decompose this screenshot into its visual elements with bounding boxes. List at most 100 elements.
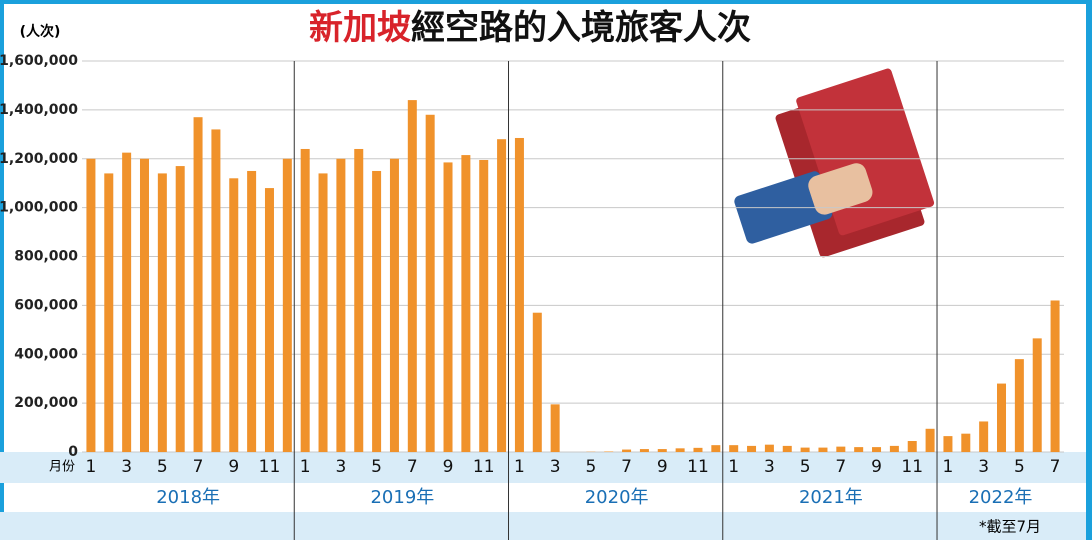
bar [336, 159, 345, 452]
bar [497, 139, 506, 452]
bar [408, 100, 417, 452]
year-label: 2019年 [370, 487, 434, 508]
x-tick-label: 5 [157, 457, 168, 477]
x-tick-label: 5 [585, 457, 596, 477]
bar [801, 448, 810, 452]
x-tick-label: 7 [1050, 457, 1061, 477]
x-tick-label: 11 [687, 457, 709, 477]
bar [979, 421, 988, 452]
bar [997, 384, 1006, 452]
x-tick-label: 9 [228, 457, 239, 477]
x-tick-label: 1 [943, 457, 954, 477]
x-tick-label: 3 [550, 457, 561, 477]
bar [319, 173, 328, 452]
bar [1033, 338, 1042, 452]
x-tick-label: 7 [407, 457, 418, 477]
x-tick-label: 11 [901, 457, 923, 477]
bar [961, 434, 970, 452]
bar [247, 171, 256, 452]
bar [372, 171, 381, 452]
bar [301, 149, 310, 452]
x-tick-label: 9 [657, 457, 668, 477]
x-tick-label: 3 [764, 457, 775, 477]
bar [533, 313, 542, 452]
x-tick-label: 5 [371, 457, 382, 477]
x-axis-label: 月份 [49, 460, 75, 475]
bar [908, 441, 917, 452]
x-tick-label: 1 [514, 457, 525, 477]
bar [479, 160, 488, 452]
y-axis-label: (人次) [20, 23, 61, 40]
bar [765, 445, 774, 452]
x-tick-label: 7 [621, 457, 632, 477]
bar [676, 448, 685, 452]
x-tick-label: 9 [443, 457, 454, 477]
chart: 新加坡經空路的入境旅客人次 (人次) 月份 *截至7月 0 200,000 400,… [0, 0, 1092, 540]
x-tick-label: 1 [86, 457, 97, 477]
top-border [0, 0, 1092, 4]
x-tick-label: 5 [1014, 457, 1025, 477]
bar [229, 178, 238, 452]
bar [854, 447, 863, 452]
bar [640, 449, 649, 452]
note: *截至7月 [979, 518, 1041, 536]
bar [622, 450, 631, 452]
y-tick-label: 1,400,000 [0, 102, 78, 118]
bar [926, 429, 935, 452]
bar [943, 436, 952, 452]
x-tick-label: 5 [800, 457, 811, 477]
x-tick-label: 3 [335, 457, 346, 477]
bar [461, 155, 470, 452]
bar [1051, 300, 1060, 452]
x-tick-label: 9 [871, 457, 882, 477]
y-tick-label: 800,000 [14, 249, 78, 265]
y-tick-label: 1,000,000 [0, 200, 78, 216]
y-tick-label: 400,000 [14, 346, 78, 362]
x-tick-label: 3 [978, 457, 989, 477]
y-tick-label: 0 [68, 444, 78, 460]
year-label: 2020年 [585, 487, 649, 508]
bar [444, 162, 453, 452]
bar [818, 448, 827, 452]
bar [551, 404, 560, 452]
year-label: 2021年 [799, 487, 863, 508]
y-tick-label: 1,200,000 [0, 151, 78, 167]
bar [890, 446, 899, 452]
bar [729, 445, 738, 452]
bar [122, 153, 131, 452]
y-tick-label: 600,000 [14, 297, 78, 313]
bar [86, 159, 95, 452]
right-border [1086, 0, 1092, 540]
bar [836, 447, 845, 452]
year-label: 2022年 [969, 487, 1033, 508]
bar [194, 117, 203, 452]
bar [140, 159, 149, 452]
chart-title: 新加坡經空路的入境旅客人次 [309, 8, 751, 48]
bar [426, 115, 435, 452]
bar [158, 173, 167, 452]
x-tick-label: 1 [300, 457, 311, 477]
bottom-band [0, 512, 1086, 540]
bar [515, 138, 524, 452]
bar [747, 446, 756, 452]
y-tick-label: 1,600,000 [0, 53, 78, 69]
bar [783, 446, 792, 452]
bar [265, 188, 274, 452]
bar [711, 445, 720, 452]
bar [354, 149, 363, 452]
bar [693, 448, 702, 452]
bar [104, 173, 113, 452]
x-tick-label: 11 [259, 457, 281, 477]
bar [283, 159, 292, 452]
x-tick-label: 3 [121, 457, 132, 477]
x-tick-label: 7 [193, 457, 204, 477]
x-tick-label: 11 [473, 457, 495, 477]
passport-decoration [710, 68, 940, 279]
bar [390, 159, 399, 452]
year-label: 2018年 [156, 487, 220, 508]
bar [1015, 359, 1024, 452]
bar [658, 449, 667, 452]
y-tick-label: 200,000 [14, 395, 78, 411]
bar [176, 166, 185, 452]
bar [211, 129, 220, 452]
